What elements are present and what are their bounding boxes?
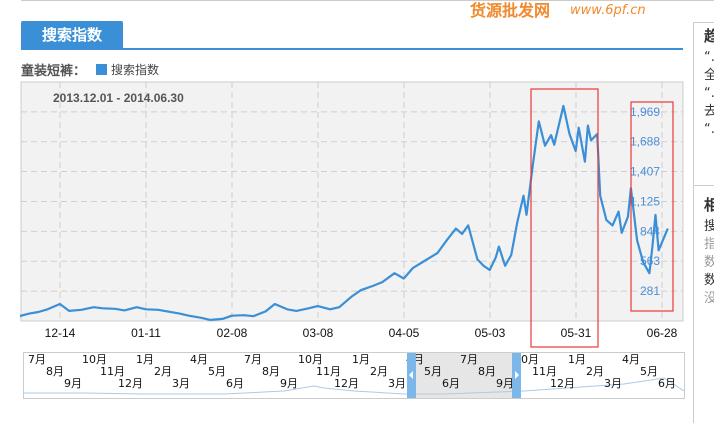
navigator-month-label: 3月 xyxy=(604,378,622,390)
navigator-month-label: 12月 xyxy=(550,378,575,390)
watermark-logo: 货源批发网 xyxy=(470,1,550,20)
navigator-month-label: 4月 xyxy=(622,354,640,366)
right-divider xyxy=(694,185,714,186)
navigator-month-label: 6月 xyxy=(658,378,676,390)
navigator-month-label: 1月 xyxy=(568,354,586,366)
right-text: 搜 xyxy=(694,218,714,236)
navigator-right-handle-icon[interactable] xyxy=(512,353,521,398)
navigator-month-label: 2月 xyxy=(370,366,388,378)
y-tick-label: 1,407 xyxy=(630,165,660,179)
navigator-month-label: 2月 xyxy=(586,366,604,378)
x-tick-label: 01-11 xyxy=(131,326,161,340)
navigator-month-label: 6月 xyxy=(442,378,460,390)
right-text: 没 xyxy=(694,290,714,308)
right-text: 数 xyxy=(694,272,714,290)
navigator-month-label: 5月 xyxy=(424,366,442,378)
x-tick-label: 03-08 xyxy=(303,326,334,340)
navigator-month-label: 7月 xyxy=(460,354,478,366)
navigator-month-label: 1月 xyxy=(352,354,370,366)
navigator-month-label: 3月 xyxy=(172,378,190,390)
navigator-month-label: 7月 xyxy=(28,354,46,366)
x-tick-label: 12-14 xyxy=(45,326,76,340)
right-text: 全 xyxy=(694,67,714,85)
navigator-month-label: 5月 xyxy=(208,366,226,378)
navigator-month-label: 2月 xyxy=(154,366,172,378)
navigator-month-label: 3月 xyxy=(388,378,406,390)
navigator-month-label: 8月 xyxy=(478,366,496,378)
right-panel: 趋 “.. 全 “.. 去 “.. 相 搜 指 数 数 没 xyxy=(693,22,714,423)
navigator-month-label: 9月 xyxy=(64,378,82,390)
x-tick-label: 02-08 xyxy=(217,326,248,340)
watermark-url: www.6pf.cn xyxy=(570,3,646,19)
right-text: “.. xyxy=(694,49,714,67)
x-tick-label: 06-28 xyxy=(647,326,678,340)
navigator-month-label: 1月 xyxy=(136,354,154,366)
navigator-month-label: 12月 xyxy=(118,378,143,390)
navigator-month-label: 12月 xyxy=(334,378,359,390)
navigator-month-label: 9月 xyxy=(280,378,298,390)
x-tick-label: 05-03 xyxy=(475,326,506,340)
navigator-month-label: 8月 xyxy=(262,366,280,378)
x-tick-label: 04-05 xyxy=(389,326,420,340)
chart-date-range: 2013.12.01 - 2014.06.30 xyxy=(53,91,184,105)
right-text: 指 xyxy=(694,236,714,254)
right-text: “.. xyxy=(694,85,714,103)
y-tick-label: 281 xyxy=(640,284,660,298)
y-tick-label: 1,688 xyxy=(630,135,660,149)
right-text: “.. xyxy=(694,121,714,139)
navigator-month-label: 4月 xyxy=(190,354,208,366)
right-panel-heading: 趋 xyxy=(694,23,714,49)
right-panel-heading-2: 相 xyxy=(694,192,714,218)
navigator-month-label: 5月 xyxy=(640,366,658,378)
y-tick-label: 1,969 xyxy=(630,105,660,119)
navigator-month-label: 8月 xyxy=(46,366,64,378)
navigator-month-label: 6月 xyxy=(226,378,244,390)
y-tick-label: 1,125 xyxy=(630,195,660,209)
navigator-left-handle-icon[interactable] xyxy=(407,353,416,398)
right-text: 数 xyxy=(694,254,714,272)
x-tick-label: 05-31 xyxy=(561,326,592,340)
right-text: 去 xyxy=(694,103,714,121)
navigator-month-label: 7月 xyxy=(244,354,262,366)
